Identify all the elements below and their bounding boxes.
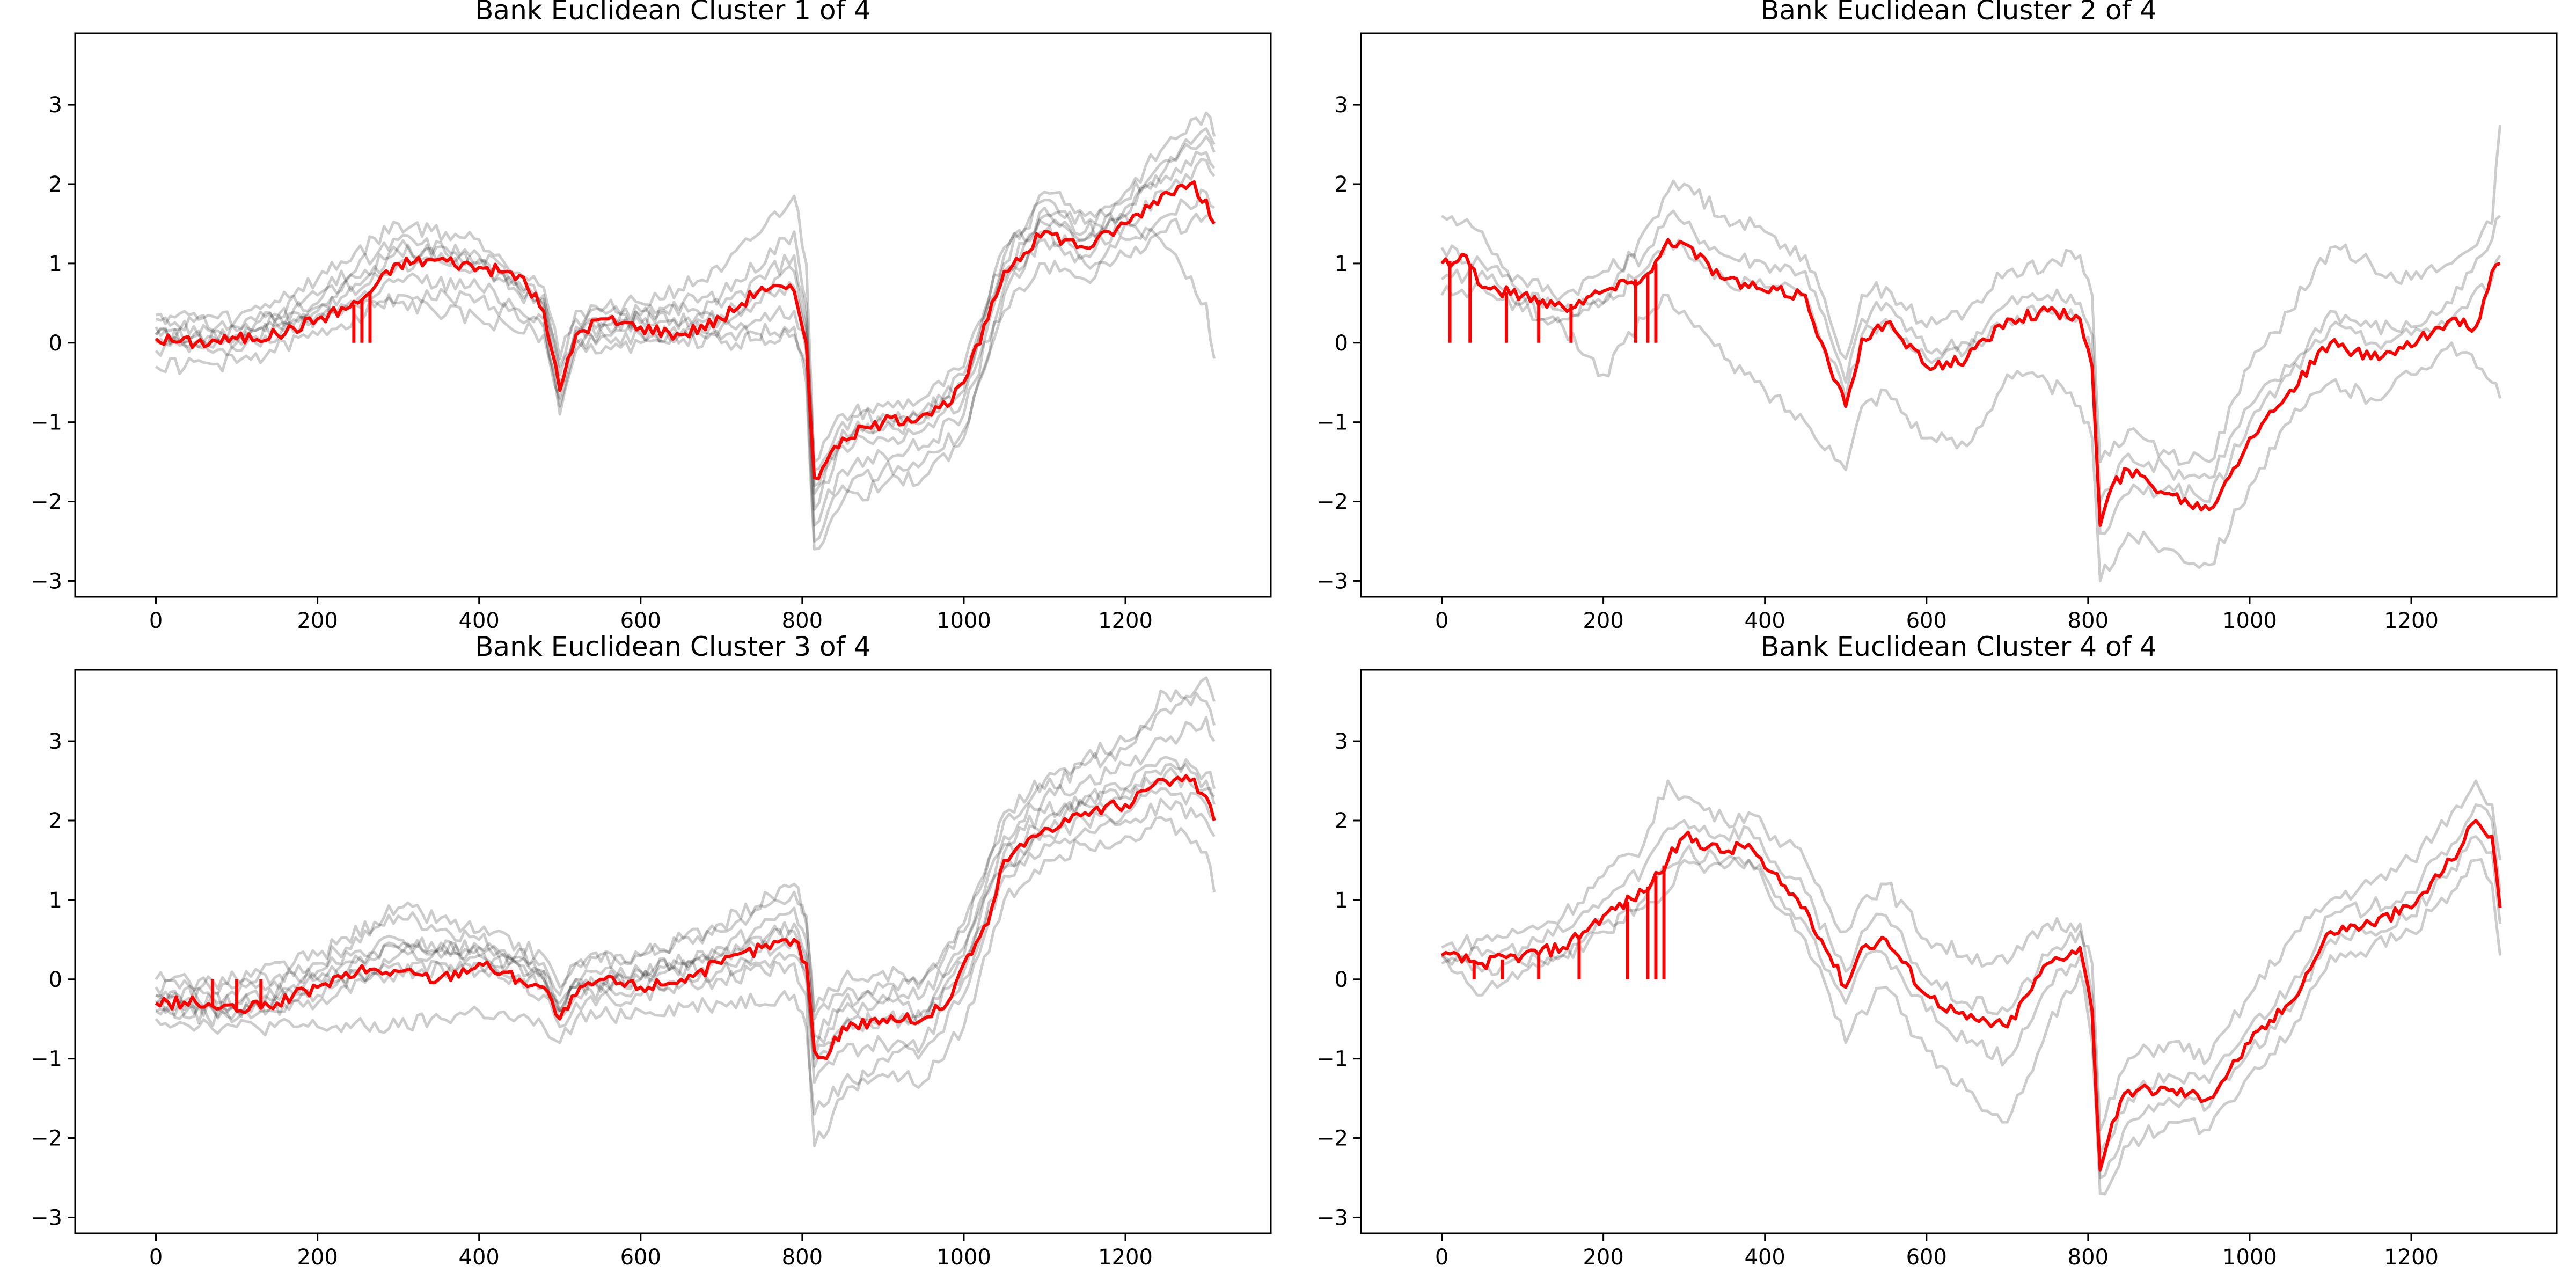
y-tick-label: 2 [1335,172,1348,197]
y-tick-label: −2 [1316,1126,1348,1151]
y-tick-label: 1 [49,888,62,913]
x-tick-label: 0 [1435,1245,1448,1270]
centroid-series-line [1440,819,2502,1172]
member-series-line [1441,835,2502,1179]
x-tick-label: 800 [782,609,823,633]
x-tick-label: 600 [620,609,661,633]
y-tick-label: 3 [1335,729,1348,754]
y-tick-label: −1 [31,411,62,435]
y-tick-label: −2 [31,1126,62,1151]
member-series-line [1440,209,2501,503]
x-tick-label: 1000 [936,1245,991,1270]
x-tick-label: 1200 [1098,609,1153,633]
y-tick-label: 0 [49,331,62,356]
x-tick-label: 800 [2068,1245,2109,1270]
y-tick-label: −2 [1316,490,1348,515]
y-tick-label: 0 [49,968,62,992]
plot-area [1440,124,2502,582]
plot-area [155,111,1216,551]
x-tick-label: 1000 [2222,609,2277,633]
member-series-line [155,689,1216,1021]
plot-area [155,676,1216,1147]
member-series-line [1441,856,2502,1196]
x-tick-label: 200 [297,609,338,633]
x-tick-label: 400 [1745,1245,1785,1270]
member-series-line [1440,803,2502,1155]
member-series-line [156,194,1216,471]
y-tick-label: 1 [1335,252,1348,276]
plot-area [1440,779,2502,1196]
y-tick-label: −3 [31,569,62,594]
axes-frame [1360,669,2558,1234]
member-series-line [155,111,1216,464]
y-tick-label: 2 [49,172,62,197]
panel-title: Bank Euclidean Cluster 3 of 4 [475,631,871,662]
member-series-line [155,816,1216,1116]
y-tick-label: −3 [1316,569,1348,594]
panel-cluster-2: Bank Euclidean Cluster 2 of 4 0 200 400 600… [1316,0,2558,633]
member-series-line [156,716,1216,1052]
member-series-line [155,213,1216,543]
x-tick-label: 0 [149,609,163,633]
member-series-line [155,127,1216,487]
y-tick-label: 0 [1335,331,1348,356]
x-tick-label: 400 [459,609,500,633]
axes-frame [1360,32,2558,598]
member-series-line [155,135,1216,511]
x-tick-label: 200 [297,1245,338,1270]
y-tick-label: 3 [49,729,62,754]
x-tick-label: 400 [459,1245,500,1270]
panel-title: Bank Euclidean Cluster 1 of 4 [475,0,871,26]
x-tick-label: 800 [2068,609,2109,633]
centroid-series-line [1440,238,2501,527]
x-tick-label: 600 [1906,1245,1947,1270]
x-tick-label: 1000 [936,609,991,633]
panel-title: Bank Euclidean Cluster 2 of 4 [1761,0,2157,26]
x-tick-label: 800 [782,1245,823,1270]
member-series-line [1441,779,2502,1132]
member-series-line [155,158,1216,551]
member-series-line [155,763,1216,1068]
panel-cluster-3: Bank Euclidean Cluster 3 of 4 0 200 400 600… [31,631,1272,1270]
x-tick-label: 400 [1745,609,1785,633]
centroid-series-line [155,774,1216,1060]
x-tick-label: 600 [1906,609,1947,633]
y-tick-label: −2 [31,490,62,515]
x-tick-label: 200 [1583,1245,1623,1270]
y-tick-label: 2 [49,809,62,833]
y-tick-label: 1 [49,252,62,276]
y-tick-label: 2 [1335,809,1348,833]
y-tick-label: −3 [1316,1205,1348,1230]
x-tick-label: 0 [149,1245,163,1270]
panel-title: Bank Euclidean Cluster 4 of 4 [1761,631,2157,662]
y-tick-label: −1 [1316,1047,1348,1072]
panel-cluster-1: Bank Euclidean Cluster 1 of 4 0 200 400 600… [31,0,1272,633]
x-tick-label: 1200 [2384,609,2439,633]
x-tick-label: 600 [620,1245,661,1270]
y-tick-label: 0 [1335,968,1348,992]
y-tick-label: 3 [1335,93,1348,118]
x-tick-label: 200 [1583,609,1623,633]
x-tick-label: 0 [1435,609,1448,633]
y-tick-label: 1 [1335,888,1348,913]
x-tick-label: 1000 [2222,1245,2277,1270]
axes-frame [74,32,1272,598]
y-tick-label: −1 [31,1047,62,1072]
member-series-line [1440,264,2502,582]
member-series-line [155,756,1216,1040]
y-tick-label: −3 [31,1205,62,1230]
member-series-line [155,676,1216,1013]
x-tick-label: 1200 [2384,1245,2439,1270]
y-tick-label: −1 [1316,411,1348,435]
member-series-line [1441,124,2502,466]
centroid-series-line [155,180,1216,480]
panel-cluster-4: Bank Euclidean Cluster 4 of 4 0 200 400 600… [1316,631,2558,1270]
axes-frame [74,669,1272,1234]
y-tick-label: 3 [49,93,62,118]
x-tick-label: 1200 [1098,1245,1153,1270]
